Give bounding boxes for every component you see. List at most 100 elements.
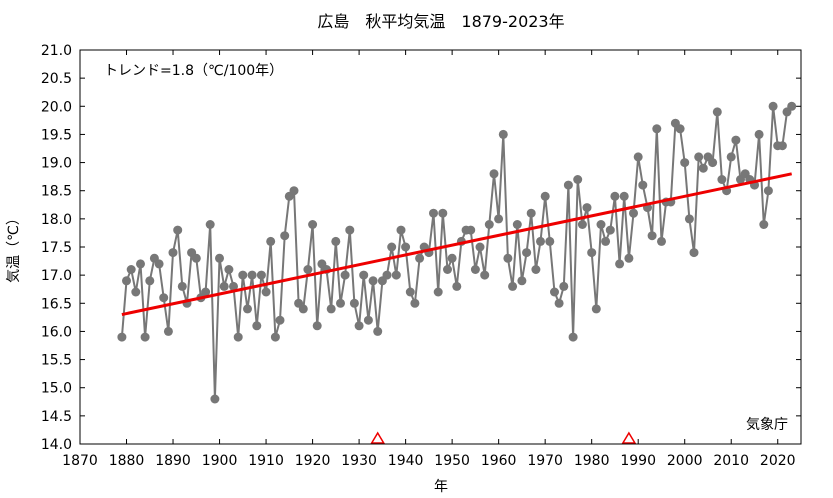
data-point: [726, 152, 736, 162]
source-label: 気象庁: [746, 417, 788, 433]
data-point: [470, 265, 480, 274]
data-point: [657, 236, 666, 246]
data-point: [484, 220, 494, 229]
data-point: [494, 214, 504, 224]
data-point: [201, 287, 211, 297]
data-point: [624, 253, 634, 263]
data-point: [577, 220, 587, 229]
data-point: [429, 208, 438, 218]
data-point: [154, 259, 164, 269]
data-point: [731, 135, 741, 145]
data-point: [303, 265, 313, 274]
data-point: [387, 242, 397, 252]
data-point: [326, 304, 336, 314]
x-axis-label: 年: [434, 479, 448, 495]
data-point: [438, 208, 448, 218]
data-point: [191, 253, 201, 263]
x-tick-label: 2000: [667, 453, 703, 469]
data-point: [401, 242, 411, 252]
station-change-marker: [370, 431, 386, 444]
data-point: [503, 253, 513, 263]
data-point: [466, 225, 476, 235]
data-point: [229, 281, 238, 291]
data-point: [145, 276, 155, 286]
data-point: [629, 208, 638, 218]
data-point: [768, 101, 778, 111]
data-point: [536, 236, 545, 246]
data-point: [275, 315, 285, 325]
y-tick-label: 20.0: [41, 99, 72, 115]
data-point: [140, 332, 150, 342]
data-point: [694, 152, 704, 162]
data-point: [517, 276, 527, 286]
x-tick-label: 1990: [620, 453, 656, 469]
data-point: [475, 242, 485, 252]
data-point: [680, 158, 690, 168]
data-point: [340, 270, 350, 280]
data-point: [308, 220, 318, 229]
data-point: [243, 304, 252, 314]
data-point: [126, 265, 136, 274]
data-point: [159, 293, 169, 303]
data-point: [405, 287, 415, 297]
data-point: [415, 253, 425, 263]
x-tick-label: 1960: [481, 453, 517, 469]
y-tick-label: 20.5: [41, 71, 72, 87]
data-point: [205, 220, 215, 229]
data-point: [605, 225, 615, 235]
data-point: [349, 298, 359, 308]
data-point: [312, 321, 322, 331]
data-point: [522, 248, 532, 258]
data-point: [610, 191, 620, 201]
data-point: [447, 253, 457, 263]
data-point: [777, 141, 787, 151]
data-point: [443, 265, 452, 274]
marker-layer: [370, 431, 637, 444]
data-point: [289, 186, 299, 196]
data-point: [615, 259, 625, 269]
data-point: [410, 298, 420, 308]
data-point: [689, 248, 699, 258]
x-tick-label: 1900: [202, 453, 238, 469]
data-point: [498, 129, 508, 139]
data-point: [122, 276, 131, 286]
data-point: [763, 186, 773, 196]
data-point: [563, 180, 573, 190]
y-tick-label: 21.0: [41, 43, 72, 59]
data-point: [382, 270, 392, 280]
data-point: [568, 332, 578, 342]
y-tick-label: 16.5: [41, 296, 72, 312]
y-tick-label: 18.5: [41, 184, 72, 200]
data-point: [512, 220, 522, 229]
data-point: [787, 101, 797, 111]
data-point: [359, 270, 369, 280]
data-point: [131, 287, 141, 297]
data-point: [759, 220, 769, 229]
data-point: [396, 225, 406, 235]
data-point: [210, 394, 220, 404]
data-point: [675, 124, 685, 134]
data-point: [117, 332, 127, 342]
data-point: [345, 225, 355, 235]
data-point: [168, 248, 178, 258]
data-point: [252, 321, 262, 331]
data-point: [261, 287, 271, 297]
data-point: [601, 236, 611, 246]
trend-label: トレンド=1.8（℃/100年）: [104, 63, 283, 79]
data-point: [391, 270, 401, 280]
chart-title: 広島 秋平均気温 1879-2023年: [317, 12, 564, 31]
y-axis: 14.0 14.5 15.0 15.5 16.0 16.5 17.0 17.5 18.0 18.5…: [41, 43, 801, 453]
data-point: [559, 281, 569, 291]
y-tick-label: 19.5: [41, 127, 72, 143]
data-point: [280, 231, 290, 241]
trend-layer: [121, 172, 793, 317]
data-point: [573, 175, 583, 184]
data-point: [531, 265, 541, 274]
y-tick-label: 14.0: [41, 437, 72, 453]
data-point: [219, 281, 229, 291]
y-axis-label: 気温（℃）: [6, 211, 22, 283]
x-tick-label: 2020: [760, 453, 796, 469]
data-point: [373, 326, 383, 336]
data-point: [163, 326, 173, 336]
